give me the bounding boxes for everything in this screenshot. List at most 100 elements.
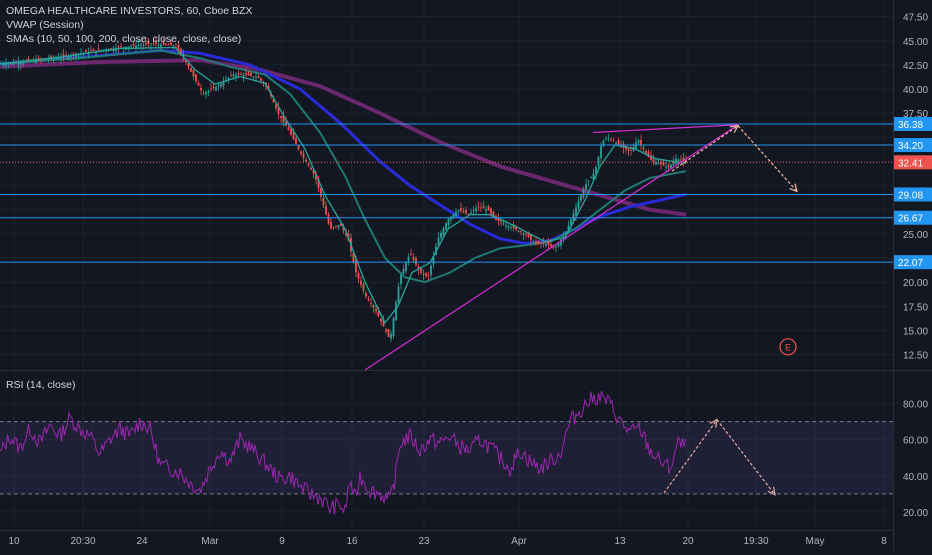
candle-body	[292, 131, 295, 140]
candle-body	[372, 305, 375, 308]
candle-body	[295, 138, 297, 145]
candle-body	[595, 166, 597, 174]
candle-body	[452, 214, 455, 219]
price-tick-label: 42.50	[903, 61, 928, 72]
candle-body	[145, 42, 147, 45]
rsi-tick-label: 60.00	[903, 436, 928, 447]
candle-body	[120, 46, 122, 48]
price-tick-label: 40.00	[903, 85, 928, 96]
candle-body	[522, 233, 525, 235]
price-level-tag	[894, 210, 932, 225]
candle-body	[442, 228, 445, 235]
candle-body	[275, 104, 277, 109]
candle-body	[610, 139, 612, 140]
candle-body	[302, 153, 305, 158]
candle-body	[137, 45, 140, 46]
candle-body	[192, 70, 195, 77]
candle-body	[245, 73, 247, 75]
candle-body	[667, 165, 670, 168]
candle-body	[587, 180, 590, 182]
candle-body	[85, 50, 87, 53]
price-tick-label: 47.50	[903, 13, 928, 24]
candle-body	[232, 74, 235, 77]
candle-body	[282, 115, 285, 123]
legend-rsi: RSI (14, close)	[6, 379, 76, 391]
candle-body	[645, 150, 647, 154]
candle-body	[460, 207, 462, 212]
candle-body	[585, 184, 587, 190]
candle-body	[570, 219, 572, 226]
candle-body	[180, 48, 182, 55]
time-tick-label: 24	[136, 536, 148, 547]
rsi-band	[0, 421, 893, 494]
candle-body	[207, 90, 210, 93]
price-tick-label: 12.50	[903, 351, 928, 362]
time-tick-label: 8	[881, 536, 887, 547]
candle-body	[230, 74, 232, 76]
candle-body	[577, 201, 580, 208]
candle-body	[445, 223, 447, 230]
candle-body	[637, 140, 640, 144]
price-tick-label: 37.50	[903, 109, 928, 120]
candle-body	[297, 145, 300, 149]
earnings-marker-label: E	[785, 342, 791, 352]
time-tick-label: 23	[418, 536, 430, 547]
candle-body	[382, 319, 385, 327]
sma50-layer	[0, 49, 687, 284]
time-tick-label: 9	[279, 536, 285, 547]
candle-body	[592, 173, 595, 180]
candle-body	[417, 266, 420, 270]
candle-body	[567, 225, 570, 232]
candle-body	[22, 61, 25, 64]
candle-body	[400, 274, 402, 285]
candle-body	[490, 208, 492, 214]
sma100-layer	[0, 48, 687, 246]
candle-body	[277, 107, 280, 114]
candle-body	[200, 87, 202, 91]
candle-body	[197, 82, 200, 86]
candle-body	[167, 44, 170, 46]
candle-body	[617, 140, 620, 145]
candle-body	[100, 49, 102, 51]
candle-body	[622, 143, 625, 148]
candle-body	[562, 236, 565, 239]
candle-body	[237, 73, 240, 75]
candle-body	[65, 55, 67, 57]
candle-body	[252, 76, 255, 78]
candle-body	[420, 266, 422, 274]
candle-body	[165, 43, 167, 45]
candle-body	[5, 63, 7, 67]
candle-body	[462, 211, 465, 213]
candle-body	[612, 140, 615, 142]
time-tick-label: Mar	[201, 536, 219, 547]
candle-body	[545, 244, 547, 246]
candle-body	[482, 206, 485, 209]
candle-body	[385, 329, 387, 332]
candle-body	[92, 49, 95, 51]
candle-body	[560, 239, 562, 246]
candle-body	[412, 256, 415, 260]
candle-body	[357, 272, 360, 279]
candle-body	[520, 231, 522, 233]
candle-body	[582, 189, 585, 198]
price-level-label: 29.08	[898, 190, 923, 201]
candle-body	[655, 162, 657, 165]
candle-body	[540, 243, 542, 245]
candle-body	[532, 242, 535, 243]
candle-body	[130, 46, 132, 47]
candle-body	[377, 311, 380, 317]
candle-body	[370, 303, 372, 304]
candle-body	[477, 206, 480, 208]
time-tick-label: 20:30	[70, 536, 95, 547]
candle-body	[662, 161, 665, 166]
candle-body	[290, 129, 292, 135]
candle-body	[457, 209, 460, 212]
time-tick-label: 19:30	[743, 536, 768, 547]
candle-body	[365, 292, 367, 297]
candle-body	[465, 210, 467, 214]
candle-body	[680, 159, 682, 161]
candle-body	[20, 61, 22, 65]
candle-body	[315, 173, 317, 180]
